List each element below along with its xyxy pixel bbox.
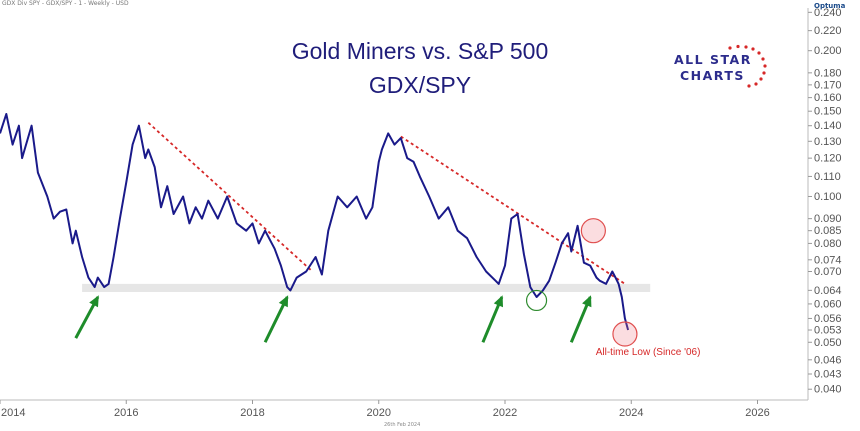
y-tick-label: 0.040 [814, 384, 842, 396]
x-tick-label: 2022 [493, 407, 517, 419]
logo-line-2: CHARTS [680, 68, 745, 83]
y-tick-label: 0.170 [814, 79, 842, 91]
optuma-brand: Optuma [814, 2, 846, 10]
y-tick-label: 0.080 [814, 238, 842, 250]
x-tick-label: 2014 [1, 407, 25, 419]
y-tick-label: 0.110 [814, 171, 841, 183]
logo-stars-arc-icon [728, 44, 767, 88]
highlight-circle [580, 218, 606, 244]
y-tick-label: 0.043 [814, 368, 842, 380]
y-tick-label: 0.060 [814, 298, 842, 310]
support-arrow-head [493, 295, 503, 308]
y-tick-label: 0.200 [814, 45, 842, 57]
highlight-circle [525, 289, 548, 312]
all-time-low-annotation: All-time Low (Since '06) [596, 347, 701, 358]
y-tick-label: 0.053 [814, 325, 842, 337]
highlight-circle [612, 321, 638, 347]
x-tick-label: 2020 [367, 407, 391, 419]
x-tick-label: 2024 [619, 407, 643, 419]
y-tick-label: 0.056 [814, 313, 842, 325]
y-tick-label: 0.064 [814, 285, 842, 297]
resistance-trendline [147, 122, 314, 273]
x-tick-label: 2018 [240, 407, 264, 419]
support-arrow-head [89, 295, 99, 308]
x-tick-label: 2016 [114, 407, 138, 419]
y-tick-label: 0.120 [814, 153, 842, 165]
chart-title: Gold Miners vs. S&P 500 [291, 38, 549, 64]
all-star-charts-logo: ALL STAR CHARTS [668, 44, 776, 88]
y-tick-label: 0.160 [814, 92, 842, 104]
chart-subtitle: GDX/SPY [368, 72, 472, 98]
y-tick-label: 0.240 [814, 7, 842, 19]
y-tick-label: 0.130 [814, 136, 842, 148]
y-tick-label: 0.046 [814, 354, 842, 366]
y-tick-label: 0.140 [814, 120, 842, 132]
symbol-header: GDX Div SPY - GDX/SPY - 1 - Weekly - USD [2, 0, 129, 7]
y-tick-label: 0.220 [814, 25, 842, 37]
date-stamp: 26th Feb 2024 [384, 422, 421, 428]
y-tick-label: 0.090 [814, 213, 842, 225]
y-tick-label: 0.074 [814, 254, 842, 266]
y-tick-label: 0.180 [814, 67, 842, 79]
support-band [82, 283, 651, 293]
gdx-spy-ratio-line [0, 113, 630, 331]
support-arrow-head [278, 295, 289, 308]
y-tick-label: 0.085 [814, 225, 842, 237]
y-tick-label: 0.100 [814, 191, 842, 203]
logo-line-1: ALL STAR [674, 52, 752, 67]
y-tick-label: 0.070 [814, 266, 842, 278]
y-tick-label: 0.150 [814, 106, 842, 118]
resistance-trendline [400, 135, 626, 285]
support-arrow-head [582, 295, 592, 308]
y-tick-label: 0.050 [814, 337, 842, 349]
x-tick-label: 2026 [745, 407, 769, 419]
